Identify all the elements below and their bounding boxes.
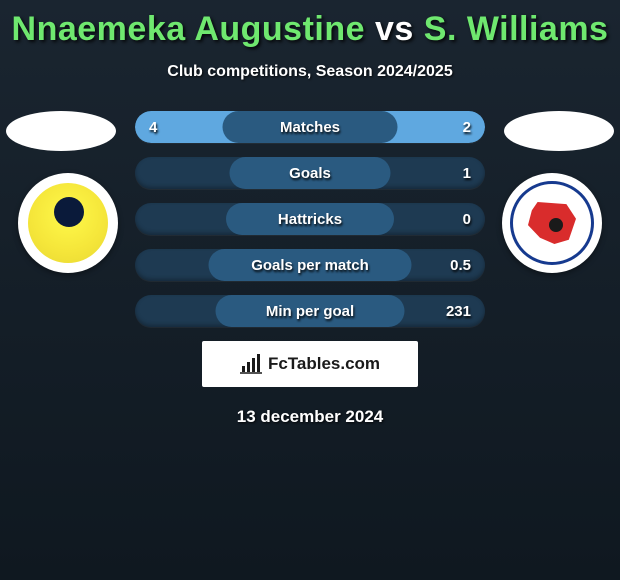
subtitle: Club competitions, Season 2024/2025	[0, 63, 620, 81]
stat-value-right: 1	[463, 157, 471, 189]
niger-tornadoes-badge	[510, 181, 594, 265]
player1-club-badge	[18, 173, 118, 273]
player2-club-badge	[502, 173, 602, 273]
comparison-content: Matches4 2 Goals1 Hattricks0 Goals per match…	[0, 111, 620, 427]
footer-brand-box: FcTables.com	[202, 341, 418, 387]
date-text: 13 december 2024	[0, 407, 620, 427]
stat-row: Hattricks0	[135, 203, 485, 235]
stat-row: Goals1	[135, 157, 485, 189]
stat-label: Min per goal	[135, 295, 485, 327]
ball-dot-icon	[549, 218, 563, 232]
stat-value-right: 0.5	[450, 249, 471, 281]
player1-name: Nnaemeka Augustine	[12, 10, 366, 48]
player1-avatar-placeholder	[6, 111, 116, 151]
stat-value-right: 0	[463, 203, 471, 235]
sunshine-stars-badge	[28, 183, 108, 263]
stat-row: Min per goal231	[135, 295, 485, 327]
vs-text: vs	[375, 10, 414, 48]
bar-chart-icon	[240, 354, 262, 374]
stat-row: Goals per match0.5	[135, 249, 485, 281]
brand-text: FcTables.com	[268, 354, 380, 374]
ball-icon	[54, 197, 84, 227]
stats-container: Matches4 2 Goals1 Hattricks0 Goals per match…	[135, 111, 485, 327]
stat-value-right: 231	[446, 295, 471, 327]
stat-label: Hattricks	[135, 203, 485, 235]
stat-row: Matches4 2	[135, 111, 485, 143]
stat-value-left: 4	[149, 111, 157, 143]
stat-label: Goals per match	[135, 249, 485, 281]
comparison-title: Nnaemeka Augustine vs S. Williams	[0, 0, 620, 49]
stat-label: Goals	[135, 157, 485, 189]
player2-avatar-placeholder	[504, 111, 614, 151]
player2-name: S. Williams	[424, 10, 609, 48]
stat-value-right: 2	[463, 111, 471, 143]
stat-label: Matches	[135, 111, 485, 143]
